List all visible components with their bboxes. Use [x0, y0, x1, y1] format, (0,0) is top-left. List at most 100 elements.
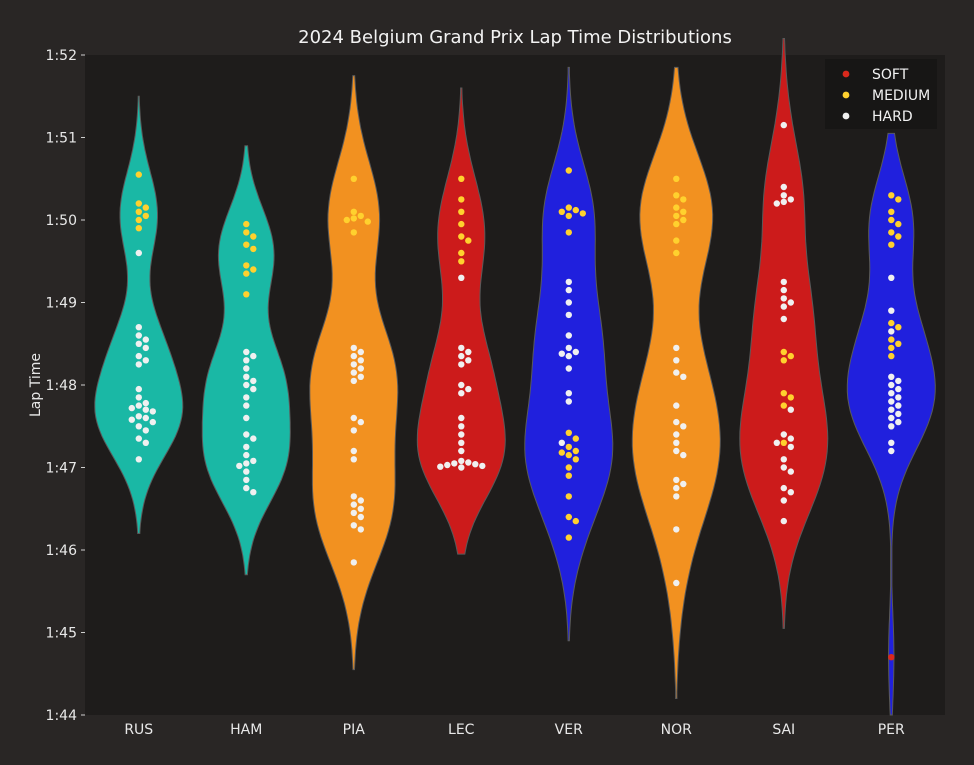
lap-point-per-hard: [895, 385, 902, 393]
lap-point-pia-medium: [350, 175, 357, 182]
lap-point-pia-hard: [350, 427, 357, 434]
lap-point-ver-medium: [565, 472, 572, 479]
lap-point-ver-medium: [565, 167, 572, 174]
lap-point-sai-hard: [780, 464, 787, 471]
lap-point-per-hard: [888, 373, 895, 380]
lap-point-ham-medium: [250, 245, 257, 253]
lap-point-rus-hard: [135, 249, 142, 257]
lap-point-lec-hard: [458, 344, 465, 352]
lap-point-ver-medium: [565, 429, 572, 436]
lap-point-rus-hard: [135, 361, 142, 368]
lap-point-per-hard: [895, 377, 902, 385]
lap-point-rus-hard: [149, 408, 156, 415]
lap-point-ver-hard: [565, 286, 572, 294]
lap-point-ver-hard: [565, 365, 572, 372]
lap-point-per-medium: [895, 324, 902, 331]
lap-point-per-hard: [888, 307, 895, 314]
y-tick-label: 1:50: [46, 213, 77, 229]
lap-point-pia-hard: [350, 522, 357, 529]
lap-point-sai-hard: [787, 406, 794, 413]
lap-point-lec-hard: [458, 352, 465, 360]
lap-point-sai-hard: [780, 315, 787, 323]
lap-point-rus-medium: [135, 171, 142, 178]
violin-sai: [739, 38, 829, 629]
x-tick-nor: NOR: [661, 722, 692, 738]
lap-point-ham-hard: [243, 348, 250, 356]
lap-point-pia-hard: [357, 357, 364, 364]
lap-point-ver-medium: [572, 447, 579, 455]
lap-point-rus-hard: [135, 456, 142, 463]
lap-point-sai-hard: [780, 517, 787, 525]
lap-point-rus-hard: [135, 340, 142, 347]
lap-point-pia-medium: [364, 218, 371, 225]
lap-point-lec-medium: [458, 196, 465, 203]
y-tick-label: 1:46: [46, 543, 78, 559]
lap-point-per-medium: [888, 352, 895, 360]
lap-point-per-medium: [888, 241, 895, 248]
lap-point-lec-hard: [465, 357, 472, 364]
lap-point-ver-medium: [565, 443, 572, 451]
legend: SOFT MEDIUM HARD: [825, 59, 937, 129]
lap-point-ver-hard: [565, 352, 572, 360]
lap-point-ham-hard: [250, 385, 257, 393]
lap-point-ver-medium: [572, 456, 579, 463]
lap-point-lec-hard: [465, 459, 472, 466]
y-tick-label: 1:44: [46, 708, 78, 724]
lap-point-sai-hard: [780, 286, 787, 294]
lap-point-pia-hard: [350, 369, 357, 376]
lap-point-ham-hard: [243, 476, 250, 484]
x-tick-lec: LEC: [448, 722, 475, 738]
lap-point-lec-hard: [458, 274, 465, 281]
y-tick-label: 1:52: [46, 48, 77, 64]
legend-label-medium: MEDIUM: [872, 88, 930, 104]
lap-point-rus-hard: [135, 385, 142, 393]
lap-point-sai-hard: [780, 295, 787, 302]
lap-point-ver-medium: [558, 449, 565, 456]
lap-point-ham-medium: [243, 291, 250, 298]
lap-point-nor-medium: [673, 237, 680, 244]
lap-point-lec-hard: [444, 461, 451, 469]
lap-point-per-medium: [888, 319, 895, 327]
lap-point-lec-hard: [458, 457, 465, 465]
lap-point-sai-medium: [780, 390, 787, 397]
lap-point-nor-medium: [673, 204, 680, 211]
lap-point-per-hard: [888, 381, 895, 389]
lap-point-per-hard: [888, 406, 895, 413]
lap-point-rus-hard: [128, 404, 135, 412]
lap-point-ham-hard: [243, 402, 250, 409]
lap-point-sai-medium: [780, 402, 787, 409]
lap-point-per-hard: [888, 390, 895, 397]
violin-rus: [94, 95, 184, 534]
lap-point-nor-hard: [673, 431, 680, 438]
lap-point-ver-medium: [565, 513, 572, 521]
lap-point-pia-hard: [350, 493, 357, 500]
chart-title: 2024 Belgium Grand Prix Lap Time Distrib…: [298, 27, 732, 48]
lap-point-sai-hard: [787, 468, 794, 475]
lap-point-per-hard: [895, 410, 902, 418]
lap-point-sai-hard: [780, 183, 787, 191]
lap-point-per-hard: [888, 447, 895, 455]
lap-point-ham-hard: [236, 462, 243, 470]
lap-point-rus-hard: [149, 418, 156, 426]
legend-marker-soft: [842, 70, 850, 78]
lap-point-ver-medium: [579, 210, 586, 217]
lap-point-ver-hard: [565, 344, 572, 352]
lap-point-rus-hard: [142, 336, 149, 343]
lap-point-lec-medium: [458, 249, 465, 257]
lap-point-per-medium: [895, 196, 902, 203]
lap-point-ham-hard: [243, 484, 250, 492]
lap-point-pia-hard: [350, 501, 357, 508]
legend-label-soft: SOFT: [872, 67, 909, 83]
lap-point-nor-hard: [673, 493, 680, 500]
lap-point-ham-medium: [243, 262, 250, 269]
lap-point-nor-hard: [673, 357, 680, 364]
y-tick-label: 1:51: [46, 131, 77, 147]
lap-point-nor-medium: [680, 208, 687, 215]
lap-point-nor-hard: [673, 526, 680, 533]
lap-point-sai-hard: [780, 303, 787, 310]
lap-point-nor-hard: [673, 476, 680, 484]
lap-point-nor-hard: [673, 484, 680, 492]
lap-point-per-hard: [895, 402, 902, 409]
lap-point-ver-hard: [565, 311, 572, 319]
